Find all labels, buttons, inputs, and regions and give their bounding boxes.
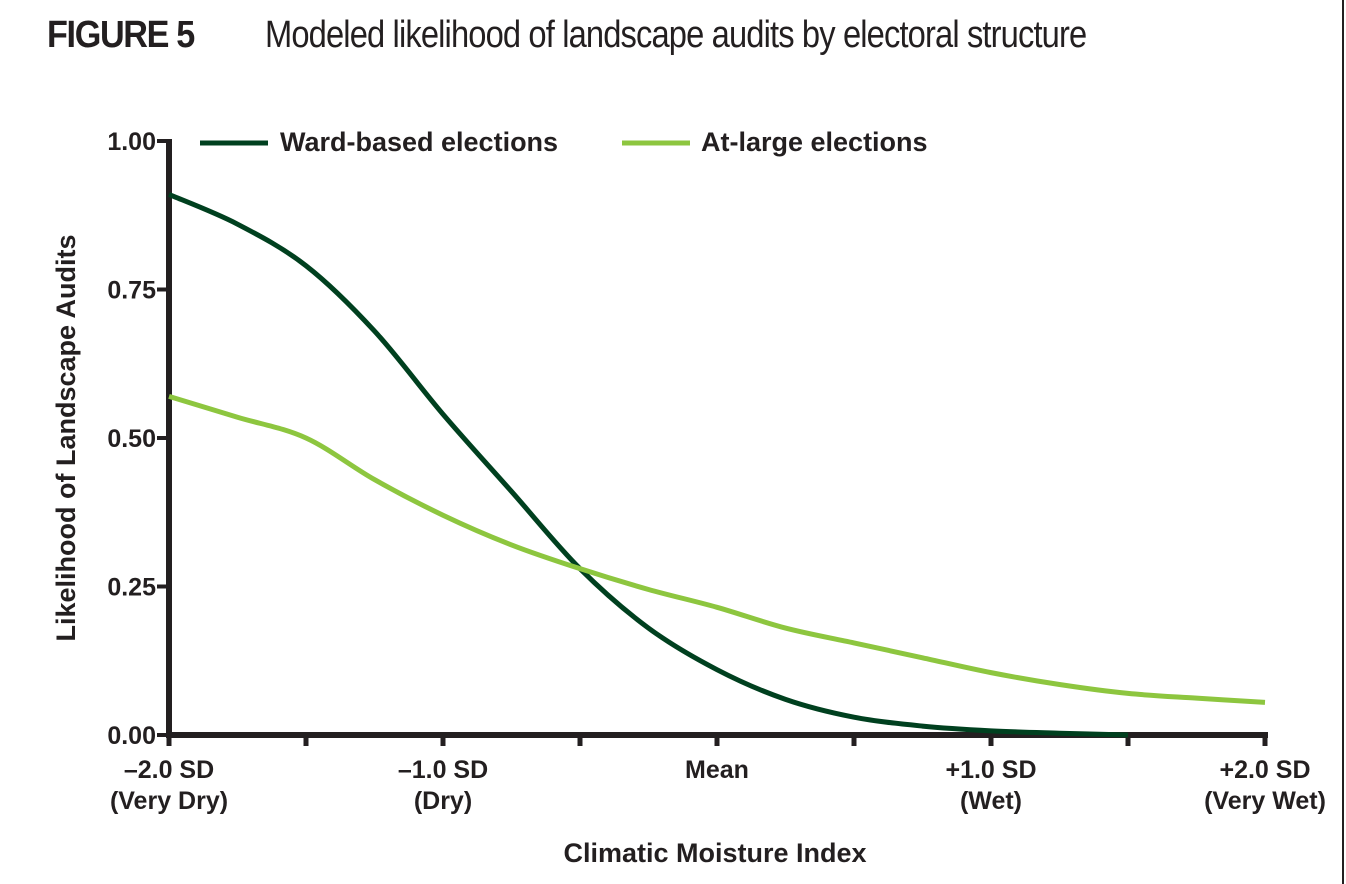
x-tick-label: –2.0 SD xyxy=(124,756,214,784)
figure-title: Modeled likelihood of landscape audits b… xyxy=(265,14,1087,56)
series-layer xyxy=(168,192,1266,738)
x-tick-sublabel: (Very Wet) xyxy=(1204,787,1326,815)
x-tick-label: Mean xyxy=(685,756,749,784)
axes: 0.00 0.25 0.50 0.75 1.00 –2.0 SD (Very Dry) –1.… xyxy=(107,128,1326,815)
y-tick-label: 0.00 xyxy=(107,722,156,750)
legend: Ward-based elections At-large elections xyxy=(200,127,928,157)
y-tick-label: 0.25 xyxy=(107,574,156,602)
x-tick-sublabel: (Wet) xyxy=(960,787,1022,815)
y-tick-label: 0.75 xyxy=(107,277,156,305)
figure-label: FIGURE 5 xyxy=(47,14,195,56)
legend-label: At-large elections xyxy=(701,127,928,157)
y-axis-title: Likelihood of Landscape Audits xyxy=(51,234,81,641)
legend-label: Ward-based elections xyxy=(280,127,558,157)
x-axis-title: Climatic Moisture Index xyxy=(563,838,866,868)
x-tick-sublabel: (Dry) xyxy=(414,787,472,815)
y-tick-label: 0.50 xyxy=(107,425,156,453)
x-tick-label: +2.0 SD xyxy=(1219,756,1310,784)
page-border-right xyxy=(1342,0,1344,884)
x-tick-label: –1.0 SD xyxy=(398,756,488,784)
series-line-ward-based xyxy=(168,192,1129,738)
figure-header: FIGURE 5 Modeled likelihood of landscape… xyxy=(47,14,1087,57)
x-tick-sublabel: (Very Dry) xyxy=(110,787,228,815)
series-line-at-large xyxy=(168,394,1266,705)
y-tick-label: 1.00 xyxy=(107,128,156,156)
x-tick-label: +1.0 SD xyxy=(945,756,1036,784)
